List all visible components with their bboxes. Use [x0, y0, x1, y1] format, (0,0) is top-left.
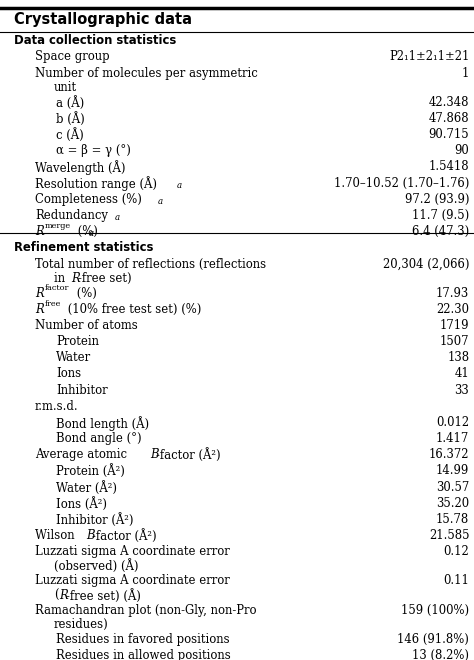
- Text: 97.2 (93.9): 97.2 (93.9): [405, 193, 469, 206]
- Text: 1719: 1719: [440, 319, 469, 332]
- Text: 90.715: 90.715: [428, 128, 469, 141]
- Text: 11.7 (9.5): 11.7 (9.5): [412, 209, 469, 222]
- Text: B: B: [150, 448, 158, 461]
- Text: Space group: Space group: [35, 51, 109, 63]
- Text: Total number of reflections (reflections: Total number of reflections (reflections: [35, 257, 266, 271]
- Text: Ions: Ions: [56, 368, 81, 380]
- Text: 41: 41: [455, 368, 469, 380]
- Text: merge: merge: [45, 222, 71, 230]
- Text: a (Å): a (Å): [56, 96, 84, 110]
- Text: a: a: [157, 197, 163, 206]
- Text: 42.348: 42.348: [429, 96, 469, 109]
- Text: 47.868: 47.868: [428, 112, 469, 125]
- Text: R: R: [35, 286, 44, 300]
- Text: (: (: [54, 589, 58, 602]
- Text: Resolution range (Å): Resolution range (Å): [35, 177, 157, 191]
- Text: (%): (%): [74, 225, 98, 238]
- Text: factor: factor: [45, 284, 69, 292]
- Text: 90: 90: [455, 145, 469, 157]
- Text: Redundancy: Redundancy: [35, 209, 108, 222]
- Text: unit: unit: [54, 81, 77, 94]
- Text: a: a: [89, 229, 94, 238]
- Text: α = β = γ (°): α = β = γ (°): [56, 145, 131, 157]
- Text: Data collection statistics: Data collection statistics: [14, 34, 176, 48]
- Text: 1.417: 1.417: [436, 432, 469, 445]
- Text: -factor (Å²): -factor (Å²): [156, 448, 220, 462]
- Text: B: B: [86, 529, 95, 542]
- Text: 1: 1: [462, 67, 469, 80]
- Text: 20,304 (2,066): 20,304 (2,066): [383, 257, 469, 271]
- Text: Water: Water: [56, 351, 91, 364]
- Text: (observed) (Å): (observed) (Å): [54, 560, 138, 574]
- Text: Protein (Å²): Protein (Å²): [56, 465, 125, 478]
- Text: 30.57: 30.57: [436, 480, 469, 494]
- Text: R: R: [60, 589, 68, 602]
- Text: Protein: Protein: [56, 335, 99, 348]
- Text: R: R: [71, 272, 80, 284]
- Text: -free set): -free set): [78, 272, 131, 284]
- Text: (10% free test set) (%): (10% free test set) (%): [64, 303, 202, 315]
- Text: 159 (100%): 159 (100%): [401, 603, 469, 616]
- Text: a: a: [115, 213, 120, 222]
- Text: Residues in favored positions: Residues in favored positions: [56, 632, 229, 645]
- Text: 1.5418: 1.5418: [428, 160, 469, 174]
- Text: Inhibitor (Å²): Inhibitor (Å²): [56, 513, 134, 527]
- Text: Wilson: Wilson: [35, 529, 79, 542]
- Text: Average atomic: Average atomic: [35, 448, 131, 461]
- Text: 0.11: 0.11: [443, 574, 469, 587]
- Text: Number of molecules per asymmetric: Number of molecules per asymmetric: [35, 67, 258, 80]
- Text: R: R: [35, 303, 44, 315]
- Text: 33: 33: [455, 383, 469, 397]
- Text: Number of atoms: Number of atoms: [35, 319, 138, 332]
- Text: 146 (91.8%): 146 (91.8%): [397, 632, 469, 645]
- Text: 1507: 1507: [440, 335, 469, 348]
- Text: 1.70–10.52 (1.70–1.76): 1.70–10.52 (1.70–1.76): [334, 177, 469, 189]
- Text: Ions (Å²): Ions (Å²): [56, 497, 107, 511]
- Text: R: R: [35, 225, 44, 238]
- Text: Refinement statistics: Refinement statistics: [14, 242, 154, 254]
- Text: c (Å): c (Å): [56, 128, 84, 142]
- Text: 14.99: 14.99: [436, 465, 469, 477]
- Text: -factor (Å²): -factor (Å²): [92, 529, 157, 543]
- Text: 35.20: 35.20: [436, 497, 469, 510]
- Text: r.m.s.d.: r.m.s.d.: [35, 400, 79, 412]
- Text: Luzzati sigma A coordinate error: Luzzati sigma A coordinate error: [35, 574, 230, 587]
- Text: free: free: [45, 300, 62, 308]
- Text: Luzzati sigma A coordinate error: Luzzati sigma A coordinate error: [35, 545, 230, 558]
- Text: P2₁1±2₁1±21: P2₁1±2₁1±21: [389, 51, 469, 63]
- Text: 17.93: 17.93: [436, 286, 469, 300]
- Text: Bond angle (°): Bond angle (°): [56, 432, 142, 445]
- Text: -free set) (Å): -free set) (Å): [66, 589, 141, 603]
- Text: in: in: [54, 272, 69, 284]
- Text: Water (Å²): Water (Å²): [56, 480, 117, 494]
- Text: 0.12: 0.12: [444, 545, 469, 558]
- Text: Ramachandran plot (non-Gly, non-Pro: Ramachandran plot (non-Gly, non-Pro: [35, 603, 256, 616]
- Text: (%): (%): [73, 286, 96, 300]
- Text: Wavelength (Å): Wavelength (Å): [35, 160, 126, 176]
- Text: 13 (8.2%): 13 (8.2%): [412, 649, 469, 660]
- Text: a: a: [176, 181, 182, 189]
- Text: Residues in allowed positions: Residues in allowed positions: [56, 649, 231, 660]
- Text: 6.4 (47.3): 6.4 (47.3): [412, 225, 469, 238]
- Text: 16.372: 16.372: [429, 448, 469, 461]
- Text: residues): residues): [54, 618, 109, 631]
- Text: Bond length (Å): Bond length (Å): [56, 416, 149, 431]
- Text: 0.012: 0.012: [436, 416, 469, 429]
- Text: 22.30: 22.30: [436, 303, 469, 315]
- Text: 21.585: 21.585: [429, 529, 469, 542]
- Text: Inhibitor: Inhibitor: [56, 383, 108, 397]
- Text: b (Å): b (Å): [56, 112, 85, 126]
- Text: 138: 138: [447, 351, 469, 364]
- Text: Completeness (%): Completeness (%): [35, 193, 142, 206]
- Text: 15.78: 15.78: [436, 513, 469, 526]
- Text: Crystallographic data: Crystallographic data: [14, 12, 192, 27]
